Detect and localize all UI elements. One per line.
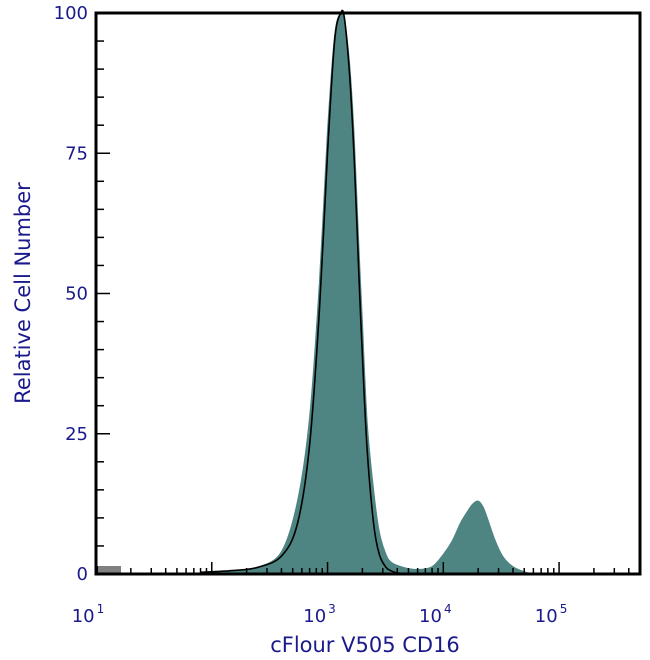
- control-histogram-line: [200, 9, 409, 575]
- x-axis-title: cFlour V505 CD16: [270, 633, 460, 657]
- y-tick-label: 0: [77, 564, 88, 585]
- x-tick-base: 10: [72, 606, 95, 627]
- x-tick-exponent: 1: [97, 602, 105, 616]
- x-tick-label: 10 5: [535, 602, 568, 627]
- y-axis-title: Relative Cell Number: [11, 182, 35, 404]
- x-tick-label: 10 3: [303, 602, 336, 627]
- y-tick-label: 25: [65, 424, 88, 445]
- y-tick-label: 50: [65, 284, 88, 305]
- plot-frame: [94, 11, 642, 576]
- x-tick-base: 10: [419, 606, 442, 627]
- x-tick-base: 10: [535, 606, 558, 627]
- y-tick-label: 75: [65, 143, 88, 164]
- x-tick-label: 10 4: [419, 602, 452, 627]
- sample-histogram-area: [200, 10, 534, 575]
- plot-marks: [200, 9, 534, 575]
- x-tick-base: 10: [303, 606, 326, 627]
- x-tick-exponent: 3: [328, 602, 336, 616]
- x-tick-label: 10 1: [72, 602, 105, 627]
- x-tick-exponent: 5: [560, 602, 568, 616]
- y-tick-label: 100: [54, 3, 88, 24]
- x-tick-exponent: 4: [444, 602, 452, 616]
